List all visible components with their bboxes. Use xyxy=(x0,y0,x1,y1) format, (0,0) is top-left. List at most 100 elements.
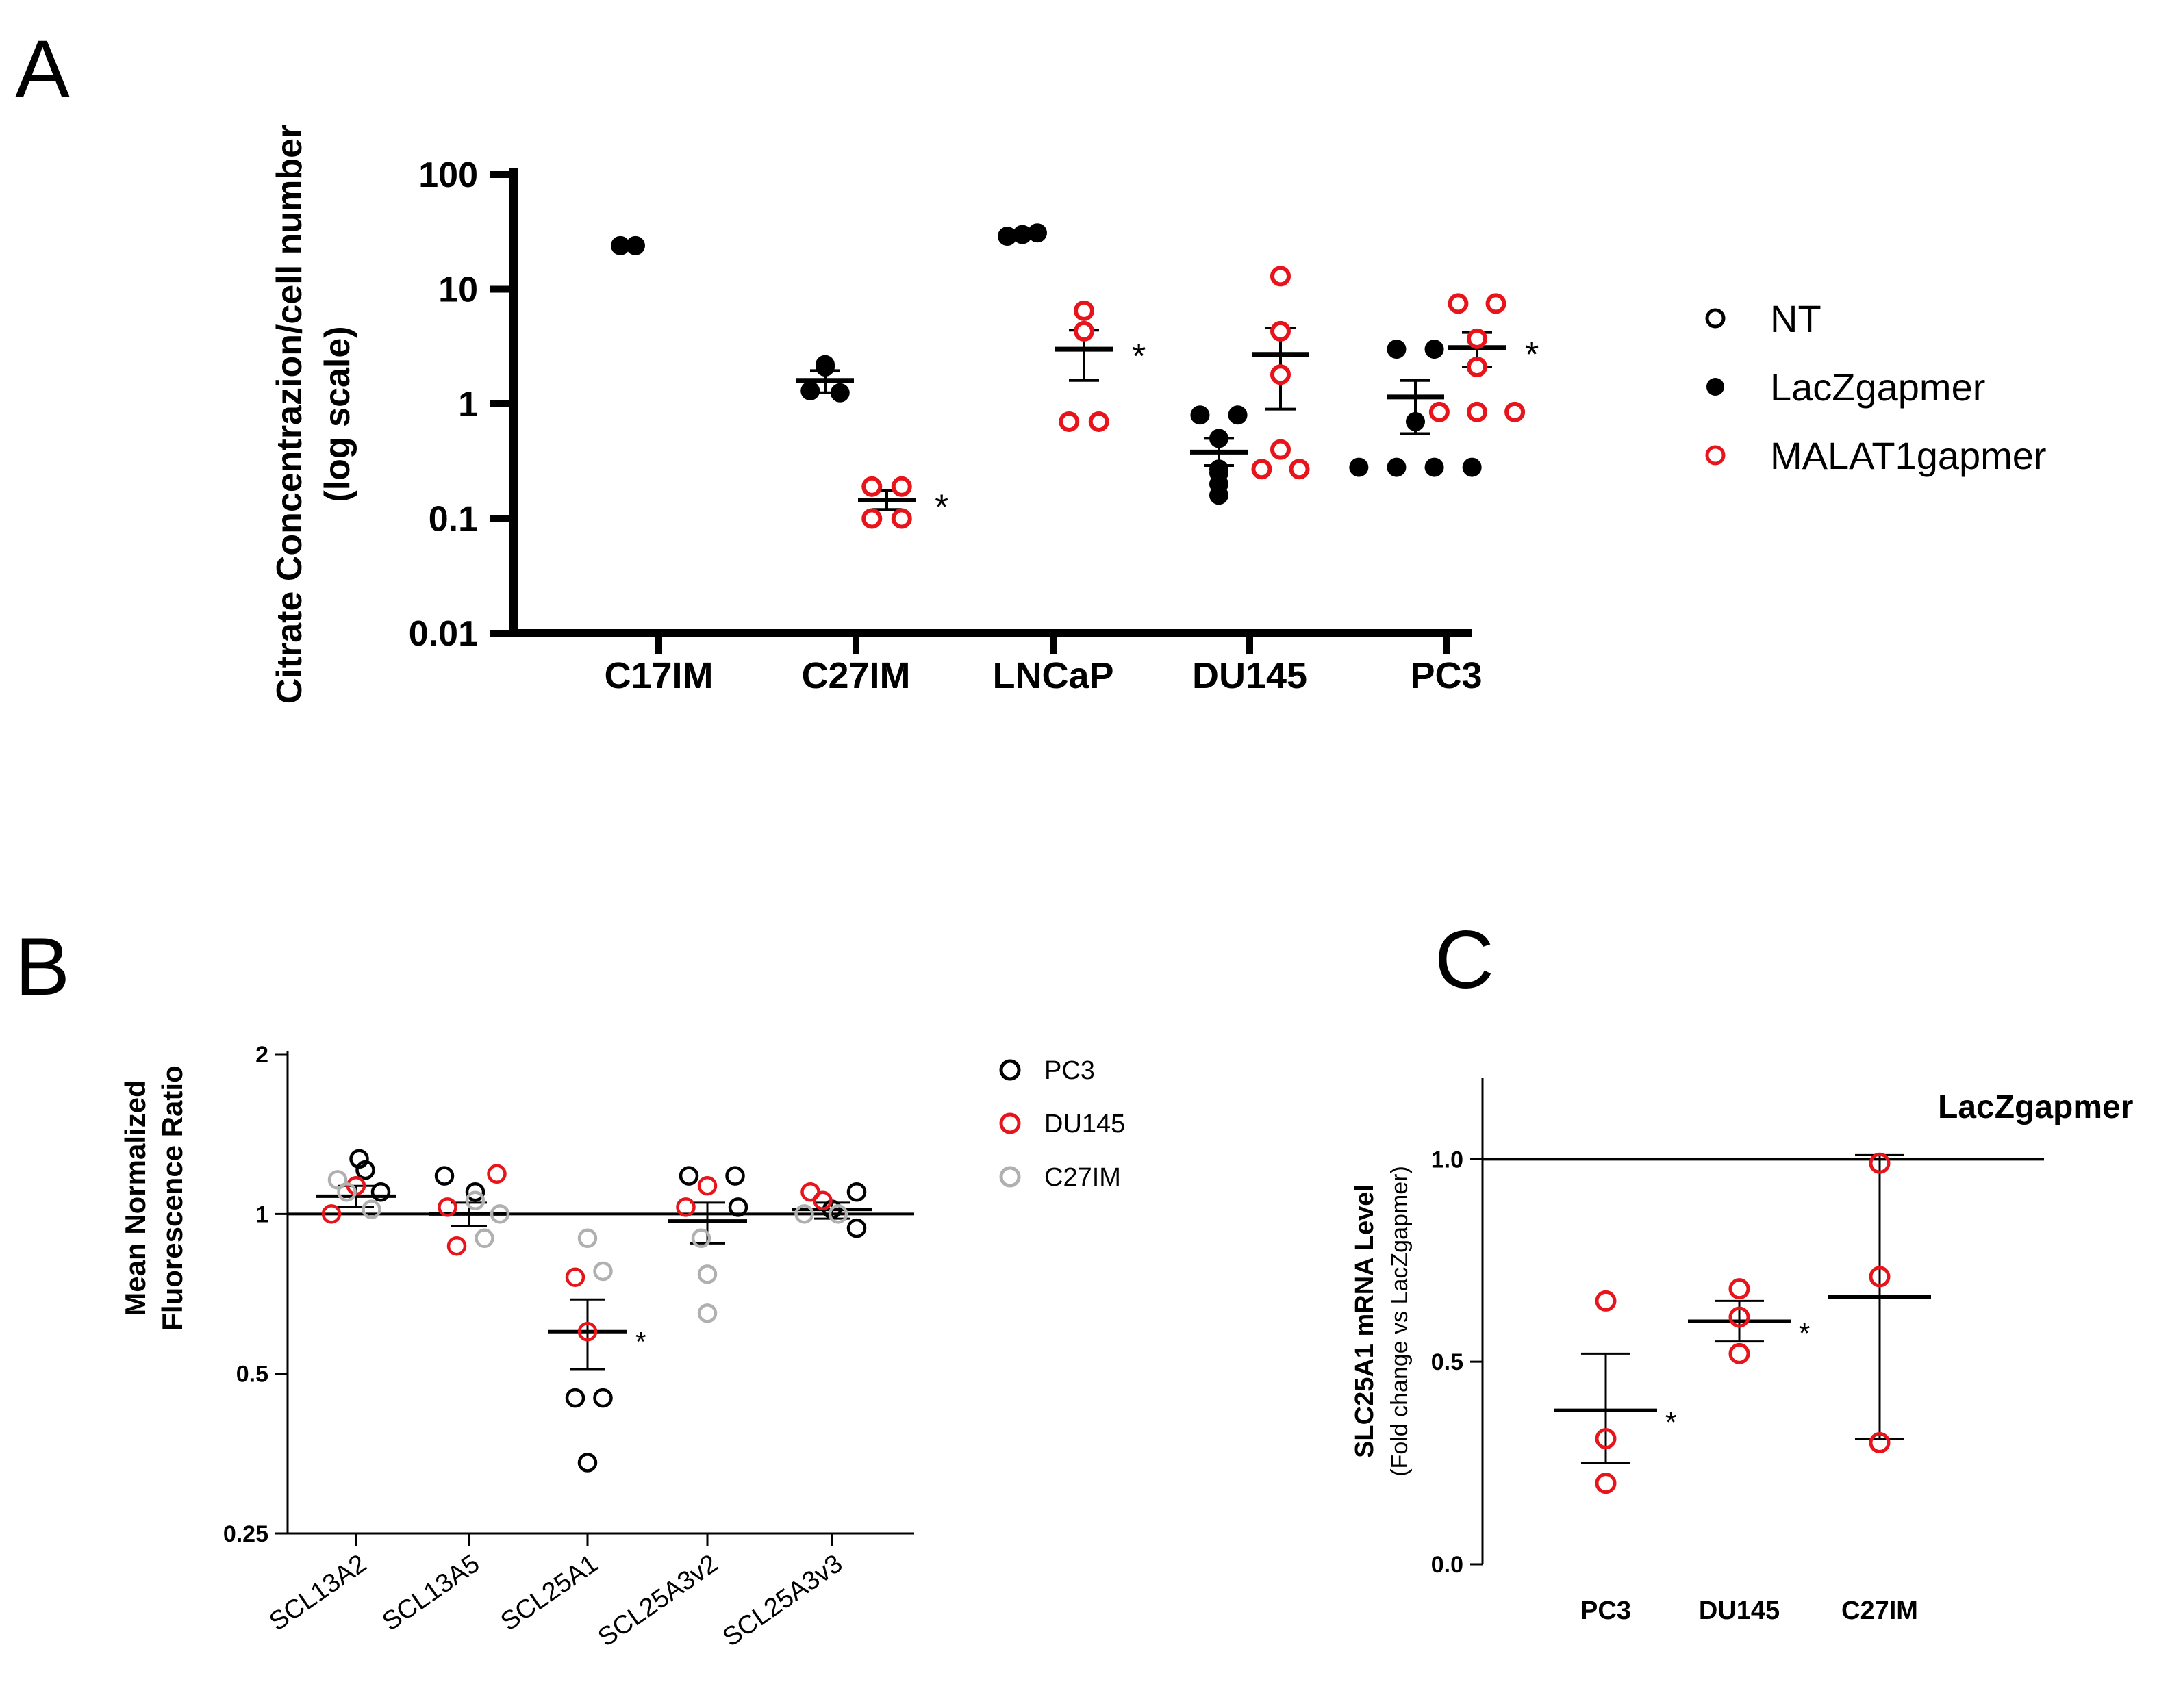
panel-b-scl13a5-point-du145-5 xyxy=(446,1236,467,1256)
panel-b-scl13a2-point-c27im-8 xyxy=(362,1199,381,1219)
panel-b-scl25a1-significance-star: * xyxy=(635,1327,646,1357)
panel-b-x-tick-label-scl25a3v3: SCL25A3v3 xyxy=(718,1549,848,1653)
panel-b-x-tick-label-scl25a3v2: SCL25A3v2 xyxy=(593,1549,723,1653)
panel-b-legend-marker-c27im xyxy=(999,1166,1021,1188)
panel-a-pc3-laczgapmer-point-7 xyxy=(1462,457,1482,477)
panel-b-x-tick-label-scl25a1: SCL25A1 xyxy=(496,1549,603,1637)
panel-b-scl13a2-point-c27im-6 xyxy=(327,1170,348,1190)
panel-a-y-ticks: 100 10 1 0.1 0.01 xyxy=(409,155,514,654)
panel-a-pc3-laczgapmer-point-2 xyxy=(1424,340,1444,359)
panel-a-y-label-line2: (log scale) xyxy=(318,326,357,502)
panel-b-legend-marker-du145 xyxy=(999,1112,1021,1134)
panel-b-scl25a3v2-point-pc3-3 xyxy=(728,1197,748,1217)
panel-c-c27im-point-2 xyxy=(1869,1266,1891,1288)
panel-a-y-tick-label-0-1: 0.1 xyxy=(429,500,478,539)
panel-b-scl25a3v2-point-du145-5 xyxy=(676,1197,696,1217)
panel-a-lncap-malat1gapmer-point-4 xyxy=(1088,411,1109,432)
panel-b-legend-marker-pc3 xyxy=(999,1059,1021,1081)
panel-a-legend-label-laczgapmer: LacZgapmer xyxy=(1770,366,1985,409)
panel-b-scl25a3v2-point-c27im-6 xyxy=(691,1228,711,1249)
panel-a-pc3-malat1gapmer-point-3 xyxy=(1467,328,1487,349)
panel-c-x-tick-label-du145: DU145 xyxy=(1699,1596,1780,1625)
panel-a-lncap-laczgapmer-point-2 xyxy=(1013,225,1032,244)
panel-a-lncap-laczgapmer-point-3 xyxy=(1028,223,1047,243)
panel-a-y-tick-label-10: 10 xyxy=(438,270,478,310)
panel-a-chart: 100 10 1 0.1 0.01 C17IM C27IM LNCaP DU145 PC3 Ci… xyxy=(270,125,2047,704)
panel-b-scl13a5-point-du145-3 xyxy=(487,1164,507,1184)
panel-c-y-label-line1: SLC25A1 mRNA Level xyxy=(1350,1184,1379,1458)
panel-b-x-tick-label-scl13a5: SCL13A5 xyxy=(377,1549,485,1637)
panel-a-lncap-malat1gapmer-point-3 xyxy=(1059,411,1080,432)
panel-a-legend-label-nt: NT xyxy=(1770,297,1821,340)
panel-b-scl25a3v3-point-c27im-6 xyxy=(794,1204,814,1224)
panel-a-legend-marker-malat1gapmer xyxy=(1705,445,1726,466)
panel-b-marks: * xyxy=(316,1149,872,1473)
panel-a-lncap-malat1gapmer-significance-star: * xyxy=(1132,337,1146,377)
panel-a-lncap-malat1gapmer-point-1 xyxy=(1074,300,1094,321)
panel-b-y-tick-label-1: 1 xyxy=(255,1201,268,1227)
panel-a-x-tick-label-du145: DU145 xyxy=(1192,655,1307,696)
panel-a-du145-laczgapmer-point-2 xyxy=(1228,405,1248,425)
panel-b-scl25a1-point-c27im-7 xyxy=(593,1261,613,1282)
panel-a-x-tick-label-c27im: C27IM xyxy=(801,655,910,696)
panel-b-y-ticks: 2 1 0.5 0.25 xyxy=(223,1042,288,1547)
panel-a-pc3-malat1gapmer-point-7 xyxy=(1504,401,1526,422)
panel-a-c17im-laczgapmer-point-2 xyxy=(626,235,645,255)
panel-a-c27im-laczgapmer-point-2 xyxy=(816,357,835,377)
panel-a-lncap-malat1gapmer-point-2 xyxy=(1074,320,1094,342)
panel-c-c27im-point-3 xyxy=(1869,1432,1891,1453)
panel-b-scl25a3v3-point-c27im-7 xyxy=(828,1204,848,1224)
panel-a-lncap-laczgapmer-point-1 xyxy=(998,227,1017,246)
panel-c-pc3-significance-star: * xyxy=(1665,1406,1676,1438)
panel-a-pc3-laczgapmer-point-4 xyxy=(1349,457,1369,477)
panel-b-y-tick-label-2: 2 xyxy=(255,1042,268,1068)
panel-a-y-tick-label-0-01: 0.01 xyxy=(409,614,478,654)
panel-a-pc3-laczgapmer-point-6 xyxy=(1424,457,1444,477)
panel-letter-b: B xyxy=(15,921,70,1012)
panel-c-category-labels: PC3 DU145 C27IM xyxy=(1580,1596,1918,1625)
panel-a-c27im-malat1gapmer-point-1 xyxy=(861,476,883,497)
panel-c-x-tick-label-c27im: C27IM xyxy=(1841,1596,1918,1625)
panel-a-du145-malat1gapmer-point-6 xyxy=(1289,459,1310,480)
panel-c-pc3-point-2 xyxy=(1595,1428,1617,1450)
panel-b-scl25a1-point-c27im-6 xyxy=(577,1228,598,1249)
panel-a-y-tick-label-100: 100 xyxy=(418,155,478,195)
panel-c-pc3-point-3 xyxy=(1595,1473,1617,1494)
panel-c-du145-point-1 xyxy=(1728,1278,1750,1300)
panel-b-scl13a5-point-pc3-2 xyxy=(465,1182,485,1202)
panel-c-y-tick-label-0-5: 0.5 xyxy=(1431,1349,1463,1375)
panel-b-scl25a1-point-pc3-1 xyxy=(565,1388,585,1408)
panel-a-du145-malat1gapmer-point-4 xyxy=(1270,439,1291,460)
panel-a-axes xyxy=(509,168,1472,637)
panel-b-scl13a5-point-c27im-8 xyxy=(475,1228,494,1249)
panel-c-y-ticks: 1.0 0.5 0.0 xyxy=(1431,1147,1483,1578)
panel-a-x-tick-label-c17im: C17IM xyxy=(604,655,713,696)
panel-a-du145-laczgapmer-point-7 xyxy=(1209,485,1228,505)
panel-b-y-tick-label-0-5: 0.5 xyxy=(236,1362,268,1388)
panel-b-scl25a3v2-point-c27im-7 xyxy=(697,1264,718,1284)
panel-b-scl25a1-point-du145-4 xyxy=(565,1267,585,1287)
panel-a-marks: * * * xyxy=(611,223,1539,529)
panel-b-scl25a3v2-point-pc3-2 xyxy=(725,1166,745,1186)
panel-a-du145-laczgapmer-point-1 xyxy=(1190,405,1210,425)
panel-a-c27im-laczgapmer-point-3 xyxy=(800,381,820,400)
panel-a-x-tick-label-lncap: LNCaP xyxy=(992,655,1113,696)
panel-c-marks: ** xyxy=(1554,1152,1931,1494)
panel-b-scl25a1-point-pc3-2 xyxy=(593,1388,613,1408)
panel-letter-a: A xyxy=(15,23,70,115)
panel-a-y-label-line1: Citrate Concentrazion/cell number xyxy=(270,125,310,704)
panel-c-x-tick-label-pc3: PC3 xyxy=(1580,1596,1631,1625)
panel-c-du145-significance-star: * xyxy=(1799,1317,1810,1349)
panel-a-legend-label-malat1gapmer: MALAT1gapmer xyxy=(1770,434,2047,477)
panel-a-x-tick-label-pc3: PC3 xyxy=(1410,655,1482,696)
panel-a-pc3-malat1gapmer-point-1 xyxy=(1448,293,1469,314)
panel-a-c17im-laczgapmer-point-1 xyxy=(611,235,630,255)
panel-a-c27im-laczgapmer-point-4 xyxy=(830,383,850,403)
panel-c-chart: 1.0 0.5 0.0 PC3 DU145 C27IM SLC25A1 mRNA Lev… xyxy=(1350,1078,2133,1625)
panel-c-pc3-point-1 xyxy=(1595,1290,1617,1312)
panel-a-pc3-malat1gapmer-point-5 xyxy=(1428,401,1450,422)
panel-b-legend-label-du145: DU145 xyxy=(1044,1110,1125,1138)
panel-b-scl13a5-point-pc3-1 xyxy=(434,1166,455,1186)
